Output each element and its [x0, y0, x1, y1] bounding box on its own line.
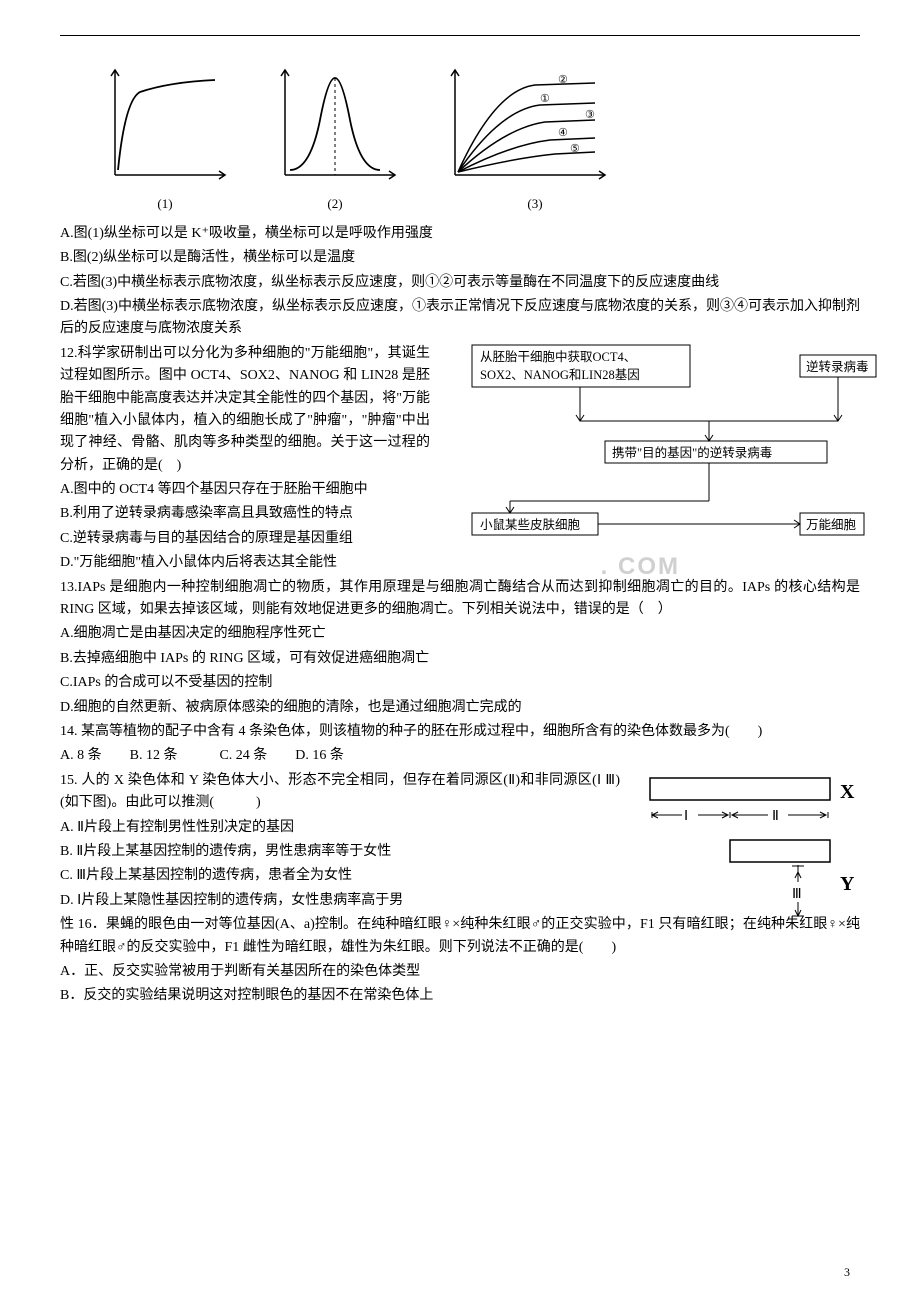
svg-text:Y: Y [840, 873, 855, 895]
figure-2-label: (2) [327, 194, 342, 215]
q16-optB: B．反交的实验结果说明这对控制眼色的基因不在常染色体上 [60, 985, 860, 1007]
svg-text:小鼠某些皮肤细胞: 小鼠某些皮肤细胞 [480, 517, 581, 532]
chart-3-svg: ② ① ③ ④ ⑤ [440, 60, 630, 190]
anno-4: ④ [558, 127, 568, 139]
svg-text:Ⅲ: Ⅲ [792, 887, 802, 902]
svg-text:逆转录病毒: 逆转录病毒 [806, 359, 869, 374]
figure-1: (1) [100, 60, 230, 215]
q11-optA: A.图(1)纵坐标可以是 K⁺吸收量，横坐标可以是呼吸作用强度 [60, 223, 860, 245]
page-top-rule [60, 35, 860, 36]
q13-optB: B.去掉癌细胞中 IAPs 的 RING 区域，可有效促进癌细胞凋亡 [60, 648, 860, 670]
q15-stem: 15. 人的 X 染色体和 Y 染色体大小、形态不完全相同，但存在着同源区(Ⅱ)… [60, 770, 620, 815]
svg-text:X: X [840, 781, 855, 803]
q11-optD: D.若图(3)中横坐标表示底物浓度，纵坐标表示反应速度，①表示正常情况下反应速度… [60, 296, 860, 341]
q16-optA: A．正、反交实验常被用于判断有关基因所在的染色体类型 [60, 961, 860, 983]
q11-optB: B.图(2)纵坐标可以是酶活性，横坐标可以是温度 [60, 247, 860, 269]
watermark: . COM [601, 548, 680, 586]
svg-text:万能细胞: 万能细胞 [806, 518, 857, 532]
page-number: 3 [844, 1263, 850, 1282]
q12-stem: 12.科学家研制出可以分化为多种细胞的"万能细胞"，其诞生过程如图所示。图中 O… [60, 343, 430, 477]
q13-optC: C.IAPs 的合成可以不受基因的控制 [60, 672, 860, 694]
figure-2: (2) [270, 60, 400, 215]
q12-container: 12.科学家研制出可以分化为多种细胞的"万能细胞"，其诞生过程如图所示。图中 O… [60, 343, 860, 477]
q15-container: 15. 人的 X 染色体和 Y 染色体大小、形态不完全相同，但存在着同源区(Ⅱ)… [60, 770, 860, 912]
q14-opts: A. 8 条 B. 12 条 C. 24 条 D. 16 条 [60, 745, 860, 767]
q15-svg: X Ⅰ Ⅱ Y Ⅲ [640, 770, 860, 930]
q13-optD: D.细胞的自然更新、被病原体感染的细胞的清除，也是通过细胞凋亡完成的 [60, 697, 860, 719]
svg-text:SOX2、NANOG和LIN28基因: SOX2、NANOG和LIN28基因 [480, 368, 640, 382]
svg-text:携带"目的基因"的逆转录病毒: 携带"目的基因"的逆转录病毒 [612, 445, 772, 460]
q11-optC: C.若图(3)中横坐标表示底物浓度，纵坐标表示反应速度，则①②可表示等量酶在不同… [60, 272, 860, 294]
chart-1-svg [100, 60, 230, 190]
q13-stem: 13.IAPs 是细胞内一种控制细胞凋亡的物质，其作用原理是与细胞凋亡酶结合从而… [60, 577, 860, 622]
svg-text:从胚胎干细胞中获取OCT4、: 从胚胎干细胞中获取OCT4、 [480, 349, 636, 364]
figure-row: (1) (2) ② ① ③ ④ ⑤ (3) [60, 60, 860, 215]
q12-diagram: 从胚胎干细胞中获取OCT4、 SOX2、NANOG和LIN28基因 逆转录病毒 … [470, 343, 880, 556]
q14-stem: 14. 某高等植物的配子中含有 4 条染色体，则该植物的种子的胚在形成过程中，细… [60, 721, 860, 743]
q13-optA: A.细胞凋亡是由基因决定的细胞程序性死亡 [60, 623, 860, 645]
anno-2: ② [558, 74, 568, 86]
svg-text:Ⅱ: Ⅱ [772, 809, 779, 824]
chart-2-svg [270, 60, 400, 190]
svg-text:Ⅰ: Ⅰ [684, 809, 688, 824]
figure-1-label: (1) [157, 194, 172, 215]
anno-3: ③ [585, 109, 595, 121]
q12-flowchart-svg: 从胚胎干细胞中获取OCT4、 SOX2、NANOG和LIN28基因 逆转录病毒 … [470, 343, 880, 548]
figure-3: ② ① ③ ④ ⑤ (3) [440, 60, 630, 215]
q15-chromosome-diagram: X Ⅰ Ⅱ Y Ⅲ [640, 770, 860, 938]
figure-3-label: (3) [527, 194, 542, 215]
anno-5: ⑤ [570, 143, 580, 155]
anno-1: ① [540, 93, 550, 105]
